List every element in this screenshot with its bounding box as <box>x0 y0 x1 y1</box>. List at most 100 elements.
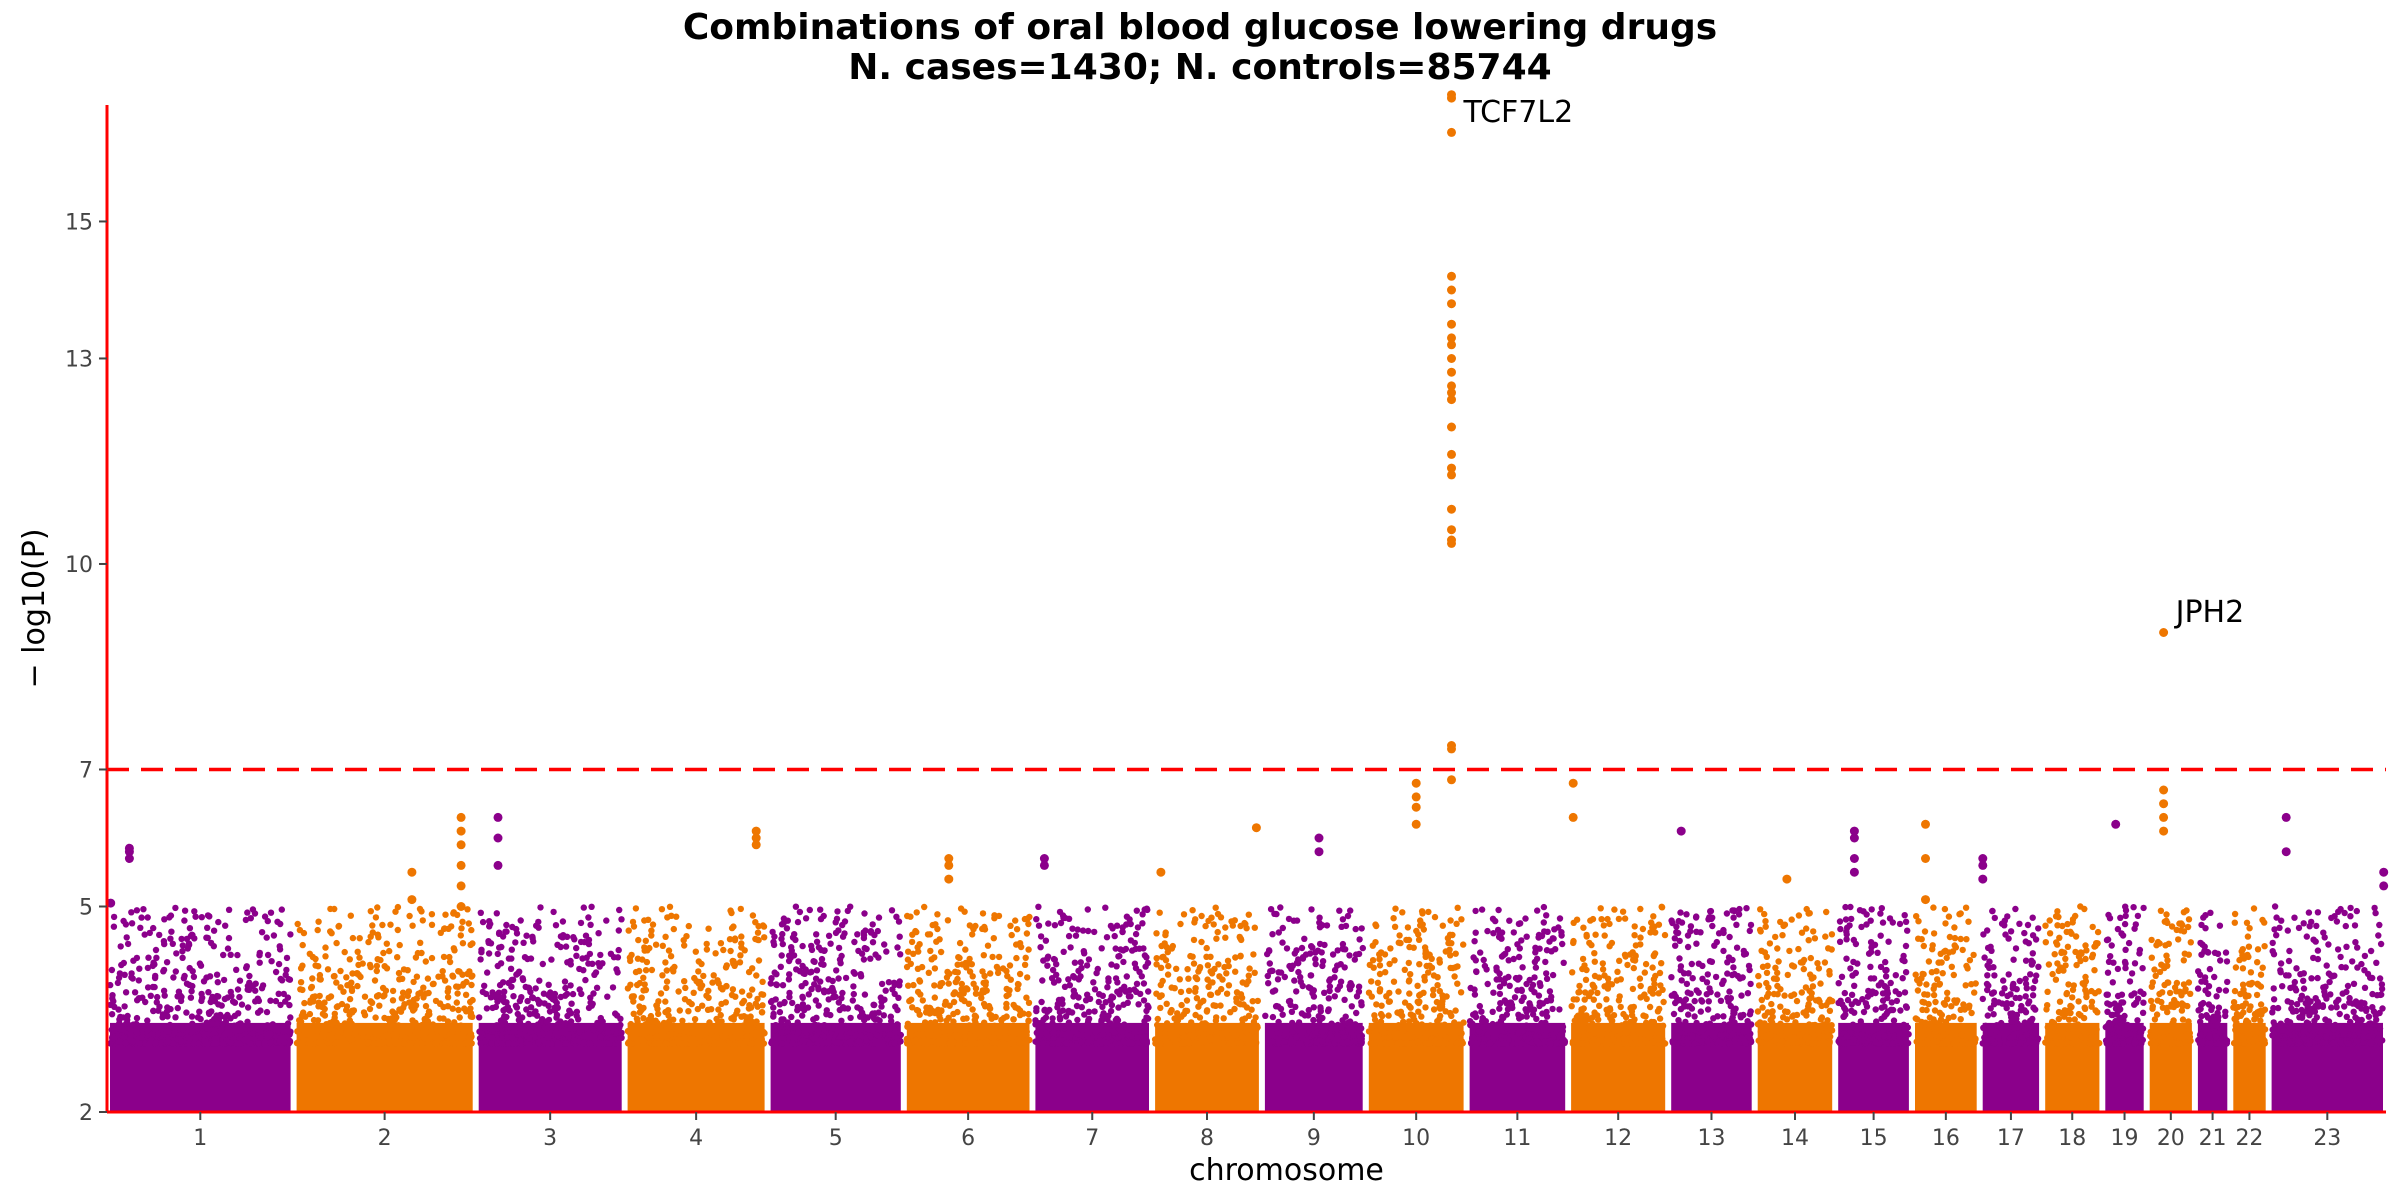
snp-point <box>665 1012 672 1019</box>
snp-point <box>1526 976 1533 984</box>
snp-point <box>1500 951 1507 959</box>
snp-point <box>1265 980 1272 987</box>
snp-point <box>1091 1008 1098 1015</box>
snp-point <box>1693 1019 1700 1027</box>
snp-point <box>168 928 175 935</box>
snp-point <box>1049 1015 1056 1022</box>
snp-point <box>1444 935 1452 942</box>
snp-point <box>1139 920 1146 927</box>
snp-point <box>738 988 746 995</box>
snp-point <box>321 1012 329 1019</box>
snp-point <box>513 1004 521 1011</box>
snp-point <box>1013 926 1021 933</box>
snp-point <box>406 912 413 920</box>
snp-point <box>508 1034 516 1041</box>
snp-point <box>1714 1026 1721 1034</box>
snp-point <box>830 989 837 996</box>
snp-point <box>665 1007 672 1014</box>
snp-point <box>350 1007 358 1014</box>
snp-point <box>971 1012 979 1019</box>
snp-point <box>587 994 594 1001</box>
snp-point <box>878 998 885 1006</box>
snp-point <box>439 973 446 980</box>
snp-point <box>127 1036 134 1043</box>
snp-point <box>1579 955 1587 963</box>
snp-point <box>896 978 903 985</box>
snp-point <box>1580 924 1587 931</box>
snp-point <box>874 927 881 935</box>
snp-point <box>586 1040 593 1047</box>
snp-point <box>835 1039 842 1046</box>
snp-point <box>314 926 321 934</box>
snp-point <box>468 1040 475 1047</box>
snp-point <box>1621 951 1629 958</box>
snp-point <box>1582 976 1590 983</box>
snp-point <box>1372 921 1379 928</box>
snp-point <box>1553 1039 1561 1047</box>
snp-point <box>135 995 143 1002</box>
snp-point <box>1472 907 1479 915</box>
snp-point <box>1717 997 1725 1004</box>
snp-point <box>117 943 124 950</box>
snp-point <box>896 933 903 940</box>
snp-point <box>1236 934 1244 942</box>
snp-point <box>858 1009 866 1016</box>
chromosome-1-points <box>107 904 294 1112</box>
snp-point <box>1034 1040 1042 1047</box>
snp-point <box>1423 949 1430 957</box>
snp-point <box>1685 970 1692 977</box>
snp-point <box>140 906 147 913</box>
snp-point <box>662 1040 670 1047</box>
snp-point <box>1339 916 1347 923</box>
snp-point <box>1107 1007 1115 1015</box>
snp-point <box>389 1008 396 1015</box>
snp-point <box>1396 1023 1403 1031</box>
snp-point <box>1275 1018 1282 1026</box>
snp-point <box>1423 962 1430 970</box>
snp-point <box>1394 1009 1401 1016</box>
snp-point <box>1186 1039 1193 1047</box>
snp-point <box>607 950 615 957</box>
snp-point <box>1033 1029 1041 1037</box>
snp-point <box>649 921 657 928</box>
snp-point <box>1378 1002 1385 1009</box>
snp-point <box>1668 992 1676 999</box>
snp-point <box>1415 936 1423 943</box>
snp-point <box>1269 931 1276 938</box>
snp-point <box>119 1014 127 1021</box>
snp-point <box>478 949 485 956</box>
snp-point <box>360 1009 368 1016</box>
snp-point <box>1605 980 1612 987</box>
snp-point <box>648 966 656 974</box>
snp-point <box>1243 925 1250 932</box>
snp-point <box>1222 1030 1230 1037</box>
snp-point <box>604 993 611 1000</box>
snp-point <box>1805 937 1812 944</box>
snp-point <box>160 1031 167 1038</box>
snp-point <box>1210 1002 1217 1009</box>
snp-point <box>642 967 650 974</box>
snp-point <box>287 1014 294 1021</box>
snp-point <box>1070 993 1077 1000</box>
snp-point <box>1621 915 1629 922</box>
snp-point <box>1159 954 1166 961</box>
snp-point <box>715 1006 722 1013</box>
snp-point <box>1338 1024 1345 1032</box>
snp-point <box>570 1025 578 1032</box>
snp-point <box>340 988 347 995</box>
snp-point <box>372 914 380 921</box>
snp-point <box>1746 1011 1754 1018</box>
snp-point <box>954 961 961 968</box>
snp-point <box>1458 1030 1465 1037</box>
snp-point <box>333 939 340 947</box>
snp-point <box>1458 1038 1466 1045</box>
snp-point <box>1514 976 1522 983</box>
snp-point <box>591 971 598 978</box>
snp-point <box>1494 1021 1501 1028</box>
snp-point <box>494 998 501 1005</box>
snp-point <box>1745 962 1753 970</box>
snp-point <box>1601 972 1608 979</box>
snp-point <box>446 953 453 961</box>
snp-point <box>991 912 998 919</box>
